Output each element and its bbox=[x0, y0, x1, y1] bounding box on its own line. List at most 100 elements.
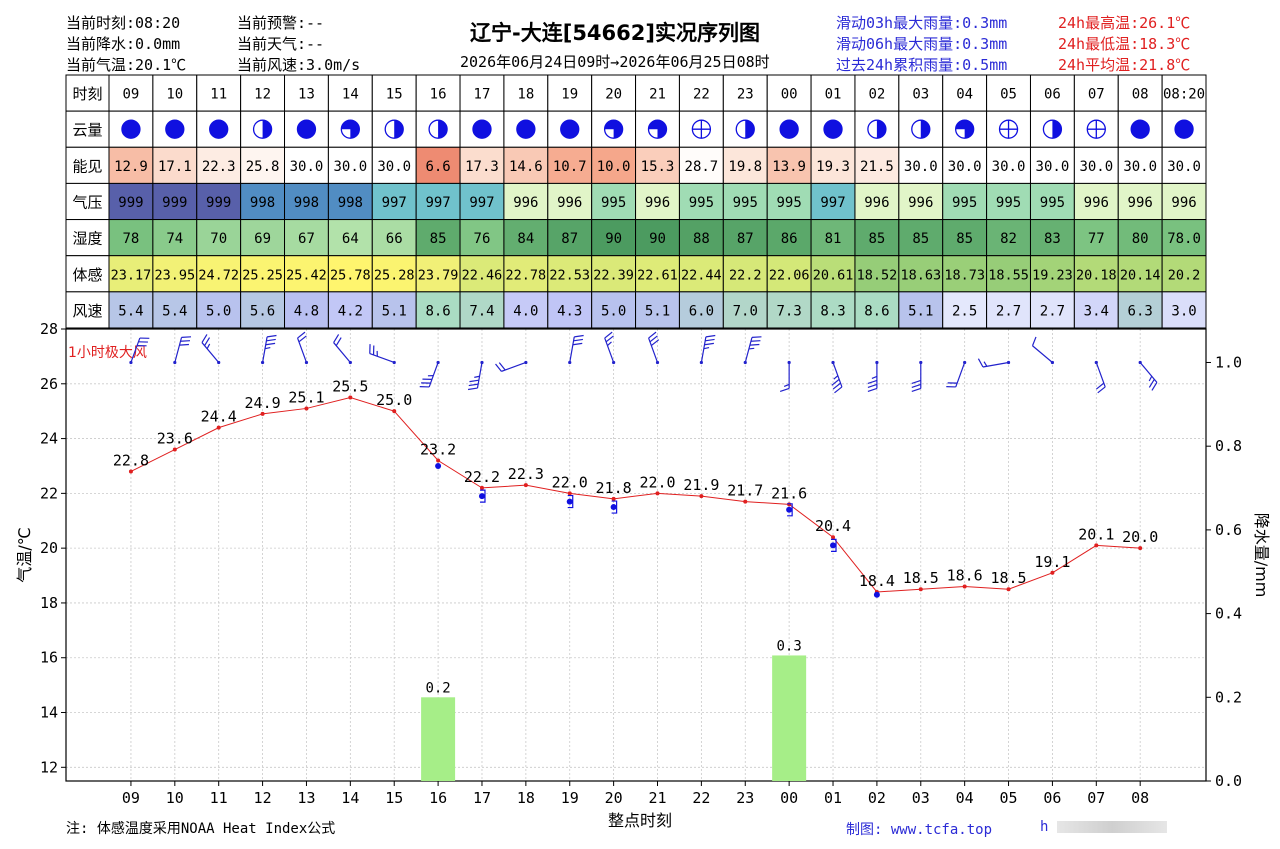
wind-barb bbox=[495, 360, 528, 372]
cell-value: 20.18 bbox=[1076, 267, 1117, 283]
cell-value: 21 bbox=[649, 87, 666, 103]
cloud-cover-icon bbox=[340, 119, 360, 139]
cell-value: 8.6 bbox=[864, 303, 889, 319]
plot-frame bbox=[65, 328, 1207, 782]
table-cell bbox=[196, 219, 242, 257]
cell-value: 85 bbox=[956, 231, 973, 247]
cell-value: 6.0 bbox=[689, 303, 714, 319]
wind-barb-feather bbox=[1148, 375, 1153, 382]
wind-barb-feather bbox=[649, 335, 658, 343]
cell-value: 23 bbox=[737, 87, 754, 103]
table-cell bbox=[942, 219, 988, 257]
table-cell bbox=[108, 255, 154, 293]
wind-barb-feather bbox=[1151, 382, 1158, 391]
temp-24h-avg: 24h平均温:21.8℃ bbox=[1058, 56, 1191, 74]
cell-value: 30.0 bbox=[333, 159, 367, 175]
x-tick-label: 11 bbox=[210, 789, 228, 807]
cell-value: 996 bbox=[908, 195, 933, 211]
row-label: 体感 bbox=[72, 266, 102, 284]
table-cell bbox=[810, 219, 856, 257]
wind-barb-feather bbox=[833, 375, 839, 380]
table-cell bbox=[854, 219, 900, 257]
wind-barb bbox=[333, 334, 352, 365]
temperature-label: 24.4 bbox=[201, 408, 237, 426]
row-label: 风速 bbox=[72, 302, 102, 320]
table-cell bbox=[810, 182, 856, 221]
row-label: 云量 bbox=[72, 121, 102, 139]
wind-barb-feather bbox=[751, 336, 762, 338]
cell-value: 83 bbox=[1044, 231, 1061, 247]
wind-barb-feather bbox=[871, 375, 878, 380]
x-tick-label: 04 bbox=[956, 789, 974, 807]
table-cell bbox=[722, 255, 768, 293]
temperature-label: 21.9 bbox=[683, 476, 719, 494]
table-cell bbox=[284, 255, 329, 293]
cloud-fill bbox=[1052, 120, 1062, 139]
temperature-label: 18.5 bbox=[990, 569, 1026, 587]
temperature-point bbox=[523, 483, 528, 488]
cell-value: 28.7 bbox=[685, 159, 719, 175]
cell-value: 20.14 bbox=[1120, 267, 1161, 283]
table-cell bbox=[591, 74, 637, 112]
temperature-point bbox=[1138, 546, 1143, 551]
data-table: 时刻 09 10 11 12 13 14 15 16 17 18 19 20 21 22 23 00 01 02 03… bbox=[65, 74, 1207, 329]
table-cell bbox=[766, 255, 812, 293]
observation-bracket bbox=[787, 503, 793, 517]
wind-barb-feather bbox=[333, 334, 340, 343]
table-cell bbox=[108, 146, 154, 184]
table-cell bbox=[415, 291, 461, 329]
table-cell bbox=[196, 74, 242, 112]
x-tick-label: 22 bbox=[692, 789, 710, 807]
temperature-label: 18.4 bbox=[859, 572, 895, 590]
cell-value: 5.6 bbox=[250, 303, 275, 319]
wind-barb-staff bbox=[261, 336, 268, 363]
wind-barb-feather bbox=[705, 334, 716, 338]
temperature-label: 20.1 bbox=[1078, 525, 1114, 543]
cell-value: 22.53 bbox=[549, 267, 590, 283]
x-tick-label: 08 bbox=[1131, 789, 1149, 807]
current-weather: 当前天气:-- bbox=[237, 35, 325, 53]
cell-value: 5.4 bbox=[162, 303, 187, 319]
x-tick-label: 23 bbox=[736, 789, 754, 807]
x-axis-label: 整点时刻 bbox=[608, 811, 672, 830]
cell-value: 22.61 bbox=[637, 267, 678, 283]
wind-barb-feather bbox=[1097, 386, 1106, 394]
cloud-cover-icon bbox=[296, 119, 317, 139]
cell-value: 85 bbox=[912, 231, 929, 247]
table-cell bbox=[898, 146, 944, 184]
wind-barb-staff bbox=[569, 336, 575, 363]
cloud-fill bbox=[920, 120, 930, 139]
credit-link[interactable]: 制图: www.tcfa.top bbox=[846, 822, 993, 838]
x-tick-label: 07 bbox=[1087, 789, 1105, 807]
cell-value: 90 bbox=[649, 231, 666, 247]
cell-value: 30.0 bbox=[1167, 159, 1201, 175]
cloud-cover-icon bbox=[121, 119, 141, 139]
cell-value: 3.4 bbox=[1084, 303, 1109, 319]
cell-value: 18.63 bbox=[900, 267, 941, 283]
x-tick-label: 09 bbox=[122, 789, 140, 807]
wind-barb-staff bbox=[201, 342, 220, 363]
temperature-label: 22.8 bbox=[113, 451, 149, 469]
temperature-label: 21.6 bbox=[771, 484, 807, 502]
cell-value: 24.72 bbox=[198, 267, 239, 283]
cloud-cover-icon bbox=[823, 119, 843, 139]
table-cell bbox=[459, 146, 505, 184]
x-tick-label: 17 bbox=[473, 789, 491, 807]
cell-value: 7.0 bbox=[733, 303, 758, 319]
cell-value: 15.3 bbox=[641, 159, 675, 175]
table-cell bbox=[371, 74, 417, 112]
y-tick-label: 16 bbox=[40, 649, 58, 667]
table-cell bbox=[1029, 219, 1075, 257]
observation-marker bbox=[873, 591, 880, 598]
wind-barb bbox=[779, 360, 791, 393]
table-cell bbox=[1073, 74, 1119, 112]
wind-barb bbox=[867, 360, 879, 393]
wind-barb-feather bbox=[983, 361, 988, 367]
row-label-cell bbox=[65, 182, 110, 221]
wind-barb-staff bbox=[174, 337, 183, 363]
row-label: 能见 bbox=[72, 157, 102, 175]
cloud-cover-icon bbox=[998, 119, 1019, 139]
time-period: 2026年06月24日09时→2026年06月25日08时 bbox=[460, 53, 770, 71]
observation-marker bbox=[478, 493, 485, 500]
wind-barb-staff bbox=[476, 362, 483, 389]
